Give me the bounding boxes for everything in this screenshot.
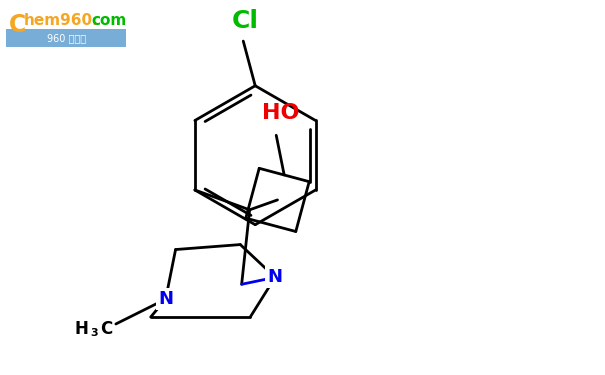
Text: 960 化工网: 960 化工网 <box>47 33 86 43</box>
Text: Cl: Cl <box>232 9 259 33</box>
Text: C: C <box>9 13 27 37</box>
Text: com: com <box>91 13 126 28</box>
Bar <box>7 29 126 47</box>
Text: hem960.: hem960. <box>23 13 98 28</box>
Text: N: N <box>158 290 173 308</box>
Text: 3: 3 <box>90 328 98 338</box>
Text: H: H <box>74 320 88 338</box>
Text: HO: HO <box>263 104 300 123</box>
Text: N: N <box>267 268 283 286</box>
Text: C: C <box>100 320 112 338</box>
